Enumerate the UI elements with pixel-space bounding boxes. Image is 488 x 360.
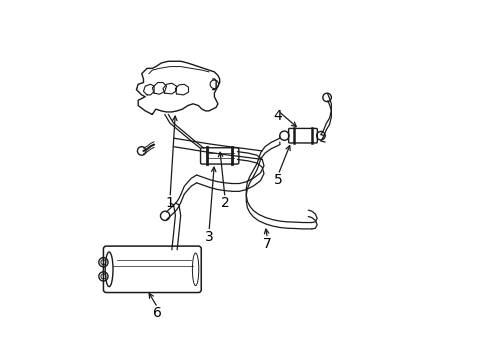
Text: 1: 1 xyxy=(165,196,174,210)
Text: 2: 2 xyxy=(220,196,229,210)
Text: 4: 4 xyxy=(273,109,282,123)
Text: 5: 5 xyxy=(273,173,282,187)
Text: 7: 7 xyxy=(263,237,271,251)
Text: 6: 6 xyxy=(153,306,162,320)
Text: 3: 3 xyxy=(204,230,213,244)
